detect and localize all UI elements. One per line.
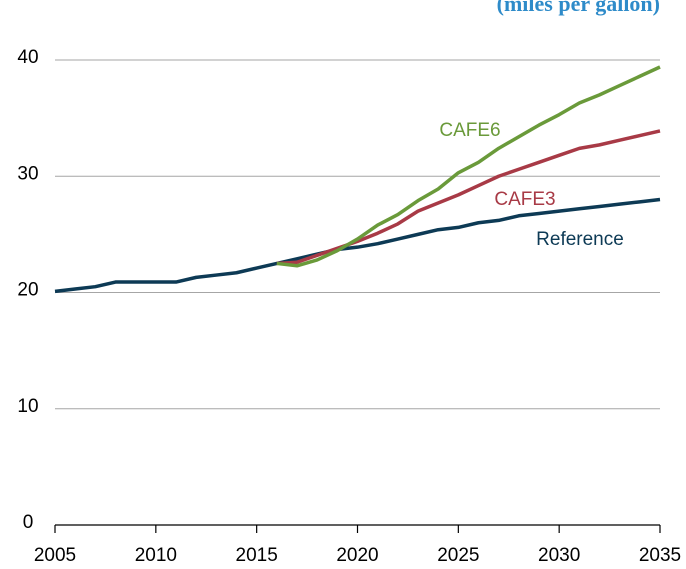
chart-subtitle: (miles per gallon) <box>497 0 660 16</box>
series-label: CAFE3 <box>494 189 555 210</box>
series-line <box>54 197 661 294</box>
x-tick-label: 2015 <box>236 545 278 566</box>
y-tick-label: 40 <box>17 47 38 68</box>
x-tick-label: 2010 <box>135 545 177 566</box>
x-tick-label: 2035 <box>639 545 681 566</box>
x-tick-label: 2005 <box>34 545 76 566</box>
y-tick-label: 0 <box>23 512 34 533</box>
x-tick-label: 2030 <box>538 545 580 566</box>
y-tick-label: 20 <box>17 280 38 301</box>
x-tick-label: 2020 <box>336 545 378 566</box>
y-tick-label: 30 <box>17 163 38 184</box>
x-tick-label: 2025 <box>437 545 479 566</box>
y-tick-label: 10 <box>17 396 38 417</box>
series-line <box>276 65 661 268</box>
series-label: CAFE6 <box>439 120 500 141</box>
series-label: Reference <box>536 229 624 250</box>
